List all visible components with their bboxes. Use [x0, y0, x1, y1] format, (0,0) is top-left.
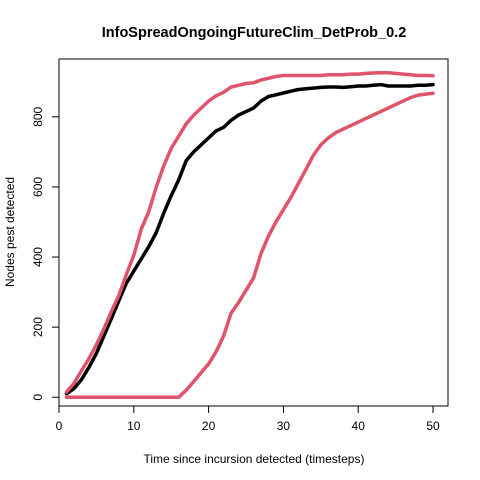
series-line-3 [64, 91, 435, 399]
x-axis-label: Time since incursion detected (timesteps… [144, 452, 365, 466]
x-tick-label: 30 [277, 419, 291, 433]
x-tick-label: 50 [426, 419, 440, 433]
chart-title: InfoSpreadOngoingFutureClim_DetProb_0.2 [102, 25, 407, 41]
y-tick-label: 400 [31, 247, 45, 267]
series-layer [64, 70, 435, 399]
y-tick-label: 200 [31, 317, 45, 337]
y-tick-label: 800 [31, 107, 45, 127]
series-line-1 [64, 82, 435, 396]
y-axis: 0 200 400 600 800 [31, 107, 60, 401]
x-tick-label: 10 [127, 419, 141, 433]
x-tick-label: 40 [352, 419, 366, 433]
y-axis-label: Nodes pest detected [3, 177, 17, 287]
x-axis: 0 10 20 30 40 50 [56, 405, 440, 433]
y-tick-label: 0 [31, 394, 45, 401]
y-tick-label: 600 [31, 177, 45, 197]
x-tick-label: 20 [202, 419, 216, 433]
x-tick-label: 0 [56, 419, 63, 433]
plot-frame [58, 58, 449, 407]
series-line-2 [64, 70, 435, 394]
